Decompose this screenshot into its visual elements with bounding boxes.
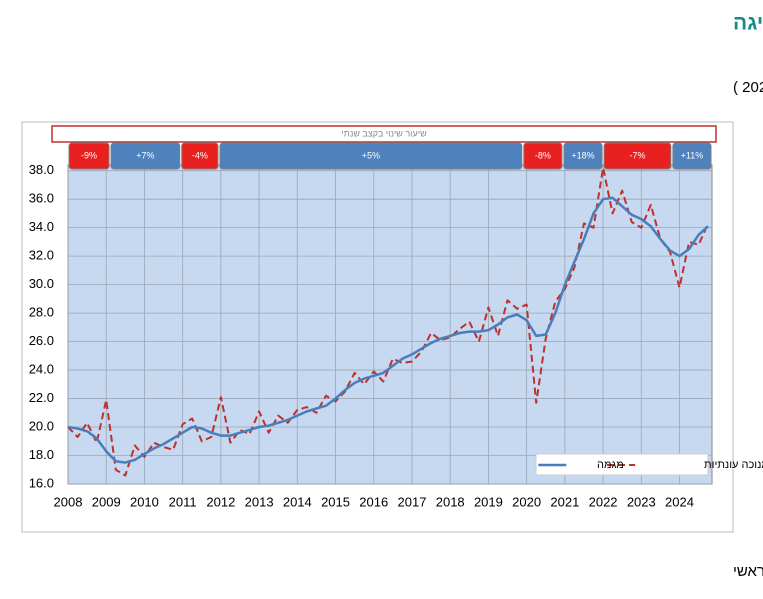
x-tick-label: 2023 <box>627 494 656 509</box>
y-tick-label: 16.0 <box>29 475 54 490</box>
period-box <box>603 142 672 170</box>
x-tick-label: 2009 <box>92 494 121 509</box>
period-box <box>110 142 181 170</box>
y-tick-label: 26.0 <box>29 333 54 348</box>
y-tick-label: 20.0 <box>29 418 54 433</box>
period-label: -7% <box>629 150 645 160</box>
period-box <box>219 142 523 170</box>
period-box <box>68 142 110 170</box>
x-tick-label: 2022 <box>589 494 618 509</box>
period-label: -4% <box>192 150 208 160</box>
legend-label: מנוכה עונתיות <box>704 459 763 471</box>
y-tick-label: 28.0 <box>29 305 54 320</box>
x-tick-label: 2008 <box>54 494 83 509</box>
x-tick-label: 2017 <box>398 494 427 509</box>
period-box <box>181 142 219 170</box>
y-tick-label: 34.0 <box>29 219 54 234</box>
x-tick-label: 2020 <box>512 494 541 509</box>
period-label: +18% <box>571 150 594 160</box>
y-tick-label: 30.0 <box>29 276 54 291</box>
y-tick-label: 32.0 <box>29 248 54 263</box>
x-tick-label: 2014 <box>283 494 312 509</box>
period-box <box>563 142 603 170</box>
y-tick-label: 18.0 <box>29 447 54 462</box>
y-tick-label: 24.0 <box>29 362 54 377</box>
legend-label: מגמה <box>597 459 624 471</box>
x-tick-label: 2024 <box>665 494 694 509</box>
x-tick-label: 2018 <box>436 494 465 509</box>
source: מקור :אגף הכלכלן הראשי <box>733 563 763 580</box>
period-label: +5% <box>362 150 380 160</box>
y-tick-label: 36.0 <box>29 191 54 206</box>
period-label: -8% <box>535 150 551 160</box>
x-tick-label: 2011 <box>169 494 197 509</box>
x-tick-label: 2019 <box>474 494 503 509</box>
y-tick-label: 22.0 <box>29 390 54 405</box>
period-label: -9% <box>81 150 97 160</box>
period-box <box>523 142 563 170</box>
x-tick-label: 2021 <box>550 494 579 509</box>
x-tick-label: 2015 <box>321 494 350 509</box>
seasonal-line <box>67 166 710 477</box>
chart-title: תרשים 1: סך מסים ממשלתיים, בניכוי שינויי… <box>733 12 763 35</box>
x-tick-label: 2013 <box>245 494 274 509</box>
annotation-header: שיעור שינוי בקצב שנתי <box>341 128 427 138</box>
annotation-header-box <box>51 125 717 143</box>
period-label: +11% <box>681 150 704 160</box>
period-box <box>672 142 712 170</box>
x-tick-label: 2010 <box>130 494 159 509</box>
x-tick-label: 2012 <box>206 494 235 509</box>
chart-subtitle: (מיליארדי ש"ח, במחירים קבועים של 2022 ) <box>733 79 763 96</box>
period-label: +7% <box>136 150 154 160</box>
y-tick-label: 38.0 <box>29 162 54 177</box>
trend-line <box>67 196 710 464</box>
plot-area <box>67 164 713 485</box>
x-tick-label: 2016 <box>359 494 388 509</box>
